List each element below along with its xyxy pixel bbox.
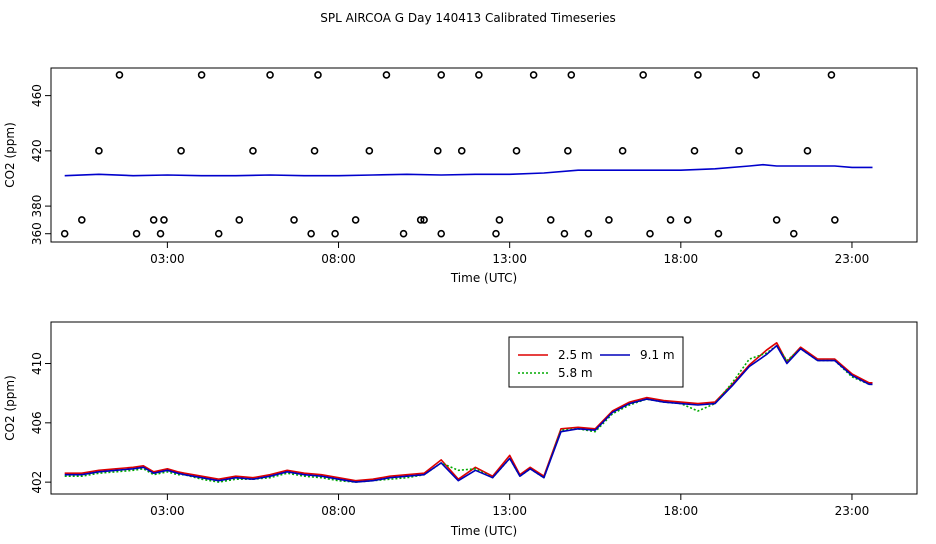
top-scatter-point [132, 229, 141, 238]
legend-box [508, 336, 684, 388]
top-scatter-point [831, 216, 839, 224]
top-x-ticks: 03:00 08:00 13:00 18:00 23:00 [150, 242, 869, 266]
top-scatter-points [60, 71, 839, 238]
top-y-tick-label: 380 [30, 195, 44, 218]
bottom-x-ticks: 03:00 08:00 13:00 18:00 23:00 [150, 494, 869, 518]
bottom-plot-frame [50, 321, 918, 495]
bottom-y-tick-label: 410 [30, 352, 44, 375]
bottom-y-axis-label: CO2 (ppm) [3, 375, 17, 441]
top-scatter-point [646, 229, 654, 238]
bottom-x-tick-label: 13:00 [492, 504, 527, 518]
top-y-ticks: 360 380 420 460 [30, 84, 51, 245]
top-scatter-point [290, 216, 298, 224]
top-plot-frame [50, 67, 918, 243]
top-scatter-point [683, 216, 692, 224]
top-scatter-point [365, 147, 374, 155]
top-y-tick-label: 360 [30, 222, 44, 245]
top-scatter-point [433, 147, 442, 155]
top-series-smoothed [64, 163, 873, 177]
top-scatter-point [156, 229, 165, 238]
top-scatter-point [331, 229, 339, 238]
top-scatter-point [351, 216, 360, 224]
top-scatter-point [492, 229, 500, 238]
top-scatter-point [735, 147, 743, 155]
bottom-x-tick-label: 03:00 [150, 504, 185, 518]
top-scatter-point [639, 71, 647, 79]
top-scatter-point [564, 147, 572, 155]
bottom-y-ticks: 402 406 410 [30, 352, 51, 494]
bottom-y-tick-label: 406 [30, 411, 44, 434]
top-y-axis-label: CO2 (ppm) [3, 122, 17, 188]
top-scatter-point [529, 71, 538, 79]
top-y-tick-label: 460 [30, 84, 44, 107]
top-scatter-point [560, 229, 569, 238]
top-scatter-point [437, 71, 446, 79]
top-scatter-point [197, 71, 206, 79]
top-scatter-point [475, 71, 483, 79]
top-scatter-point [310, 147, 319, 155]
top-panel: Time (UTC) CO2 (ppm) 03:00 08:00 13:00 18:0… [3, 67, 918, 285]
top-scatter-point [60, 229, 69, 238]
top-scatter-point [772, 216, 781, 224]
chart-title: SPL AIRCOA G Day 140413 Calibrated Times… [320, 11, 615, 25]
legend: 2.5 m 9.1 m 5.8 m [508, 336, 684, 388]
top-scatter-point [95, 147, 103, 155]
bottom-series-9-1-m [64, 344, 873, 483]
top-scatter-point [567, 71, 576, 79]
bottom-panel: Time (UTC) CO2 (ppm) 03:00 08:00 13:00 18:0… [3, 321, 918, 538]
top-scatter-point [512, 147, 521, 155]
top-scatter-point [605, 216, 613, 224]
top-scatter-point [160, 216, 168, 224]
top-scatter-point [235, 216, 244, 224]
top-scatter-point [584, 229, 593, 238]
top-x-tick-label: 03:00 [150, 252, 185, 266]
top-scatter-point [827, 71, 836, 79]
top-scatter-point [115, 71, 124, 79]
top-scatter-point [618, 147, 627, 155]
top-scatter-point [666, 216, 675, 224]
top-x-tick-label: 23:00 [835, 252, 870, 266]
top-scatter-point [177, 147, 185, 155]
top-scatter-point [714, 229, 723, 238]
top-x-axis-label: Time (UTC) [450, 271, 517, 285]
bottom-series-lines [64, 342, 873, 483]
top-scatter-point [382, 71, 391, 79]
bottom-y-tick-label: 402 [30, 471, 44, 494]
bottom-x-tick-label: 23:00 [835, 504, 870, 518]
top-scatter-point [690, 147, 699, 155]
top-scatter-point [314, 71, 322, 79]
bottom-series-5-8-m [64, 344, 873, 483]
top-scatter-point [420, 216, 428, 224]
top-scatter-point [437, 229, 446, 238]
bottom-x-tick-label: 08:00 [321, 504, 356, 518]
top-y-tick-label: 420 [30, 139, 44, 162]
top-scatter-point [457, 147, 466, 155]
top-scatter-point [266, 71, 274, 79]
top-scatter-point [78, 216, 86, 224]
top-scatter-point [416, 216, 425, 224]
legend-label-2-5m: 2.5 m [558, 348, 593, 362]
top-scatter-point [149, 216, 158, 224]
top-x-tick-label: 08:00 [321, 252, 356, 266]
top-scatter-point [789, 229, 798, 238]
top-scatter-point [249, 147, 257, 155]
bottom-x-tick-label: 18:00 [664, 504, 699, 518]
top-scatter-point [214, 229, 223, 238]
top-scatter-point [495, 216, 504, 224]
top-scatter-point [399, 229, 408, 238]
top-scatter-point [546, 216, 555, 224]
legend-label-9-1m: 9.1 m [640, 348, 675, 362]
top-x-tick-label: 13:00 [492, 252, 527, 266]
bottom-x-axis-label: Time (UTC) [450, 524, 517, 538]
top-scatter-point [752, 71, 760, 79]
legend-label-5-8m: 5.8 m [558, 366, 593, 380]
top-scatter-point [803, 147, 812, 155]
top-scatter-point [694, 71, 702, 79]
top-series-lines [64, 163, 873, 177]
top-scatter-point [307, 229, 315, 238]
bottom-series-2-5-m [64, 342, 873, 482]
top-x-tick-label: 18:00 [664, 252, 699, 266]
